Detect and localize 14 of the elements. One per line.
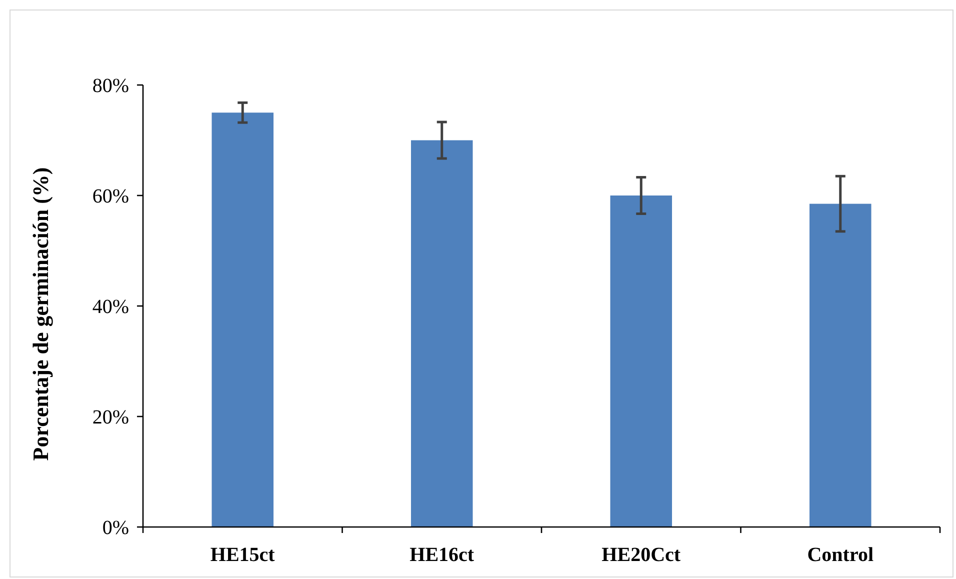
- x-tick-label: HE15ct: [210, 544, 276, 566]
- y-axis-title: Porcentaje de germinación (%): [28, 167, 53, 461]
- x-tick-label: Control: [807, 544, 874, 566]
- y-tick-label: 40%: [92, 296, 129, 318]
- y-tick-label: 60%: [92, 186, 129, 208]
- y-tick-label: 80%: [92, 75, 129, 97]
- bar: [610, 196, 672, 527]
- bar: [410, 140, 473, 527]
- bar: [212, 112, 274, 527]
- x-tick-label: HE16ct: [410, 544, 474, 566]
- bar: [809, 204, 872, 527]
- x-tick-label: HE20Cct: [602, 544, 681, 566]
- y-tick-label: 20%: [92, 406, 129, 428]
- y-tick-label: 0%: [102, 517, 129, 539]
